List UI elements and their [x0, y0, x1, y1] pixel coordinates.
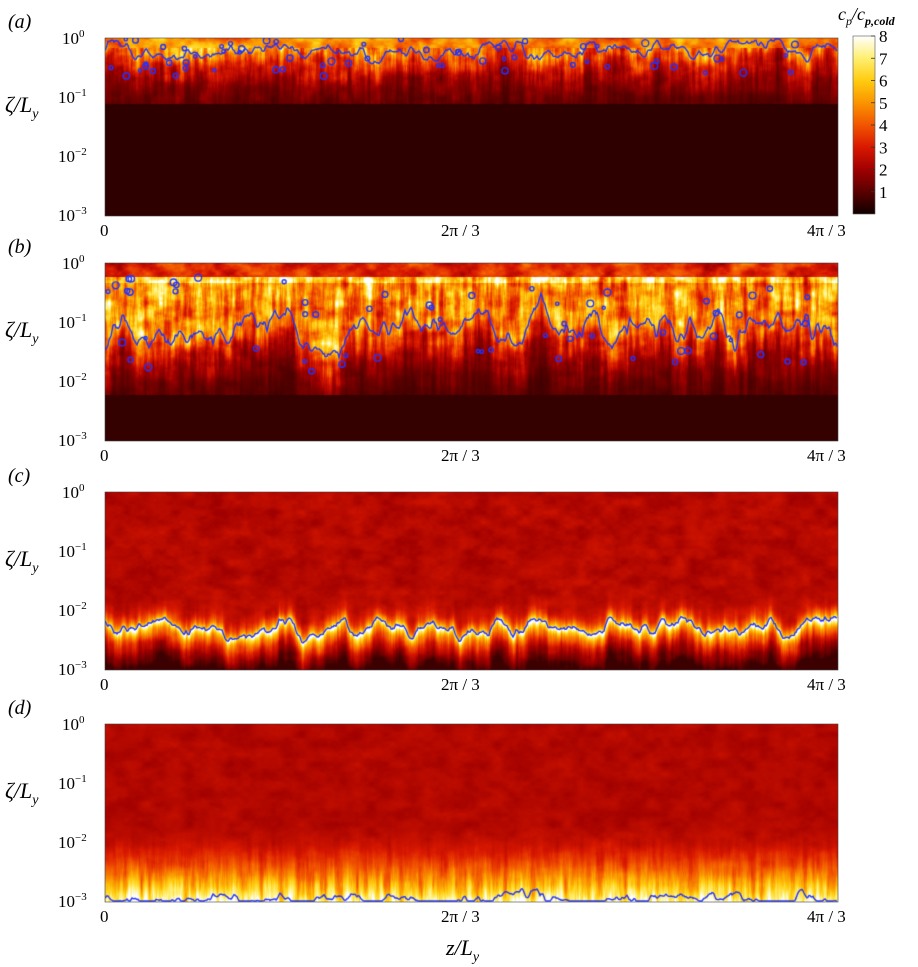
- xticks-d: 0 2π / 3 4π / 3: [100, 907, 846, 926]
- colorbar-tick-label: 6: [879, 72, 888, 91]
- panel-a: (a) ζ/Ly 100 10−1 10−2 10−3 0 2π / 3 4π …: [5, 11, 846, 240]
- xticks-a: 0 2π / 3 4π / 3: [100, 221, 846, 240]
- xtick-label: 0: [100, 446, 109, 465]
- colorbar-tick-label: 8: [879, 27, 888, 46]
- ytick-label: 10−1: [58, 541, 87, 561]
- colorbar: cp/cp,cold 1 2 3 4 5 6 7 8: [838, 4, 896, 215]
- ytick-label: 10−3: [58, 205, 87, 225]
- heatmap-d: [105, 724, 838, 902]
- ytick-label: 10−3: [58, 430, 87, 450]
- panel-label-d: (d): [8, 697, 32, 719]
- ylabel-d: ζ/Ly: [5, 778, 39, 808]
- panel-d: (d) ζ/Ly 100 10−1 10−2 10−3 0 2π / 3 4π …: [5, 697, 846, 965]
- xticks-b: 0 2π / 3 4π / 3: [100, 446, 846, 465]
- ylabel-c: ζ/Ly: [5, 546, 39, 576]
- ytick-label: 10−2: [58, 371, 87, 391]
- heatmap-a: [105, 38, 838, 216]
- ytick-label: 10−1: [58, 773, 87, 793]
- ytick-label: 10−2: [58, 146, 87, 166]
- xtick-label: 2π / 3: [441, 907, 480, 926]
- ytick-label: 100: [62, 28, 85, 48]
- yticks-a: 100 10−1 10−2 10−3: [58, 28, 87, 225]
- xtick-label: 4π / 3: [807, 221, 846, 240]
- ylabel-text-d: ζ/Ly: [5, 778, 39, 808]
- ytick-label: 10−2: [58, 600, 87, 620]
- plot-frame-b: [104, 262, 839, 442]
- panel-c: (c) ζ/Ly 100 10−1 10−2 10−3 0 2π / 3 4π …: [5, 465, 846, 694]
- ylabel-text-b: ζ/Ly: [5, 317, 39, 347]
- xtick-label: 4π / 3: [807, 907, 846, 926]
- yticks-d: 100 10−1 10−2 10−3: [58, 714, 87, 911]
- ytick-label: 100: [62, 714, 85, 734]
- ytick-label: 10−2: [58, 832, 87, 852]
- ylabel-b: ζ/Ly: [5, 317, 39, 347]
- ytick-label: 10−3: [58, 659, 87, 679]
- colorbar-tick-label: 1: [879, 183, 888, 202]
- xtick-label: 2π / 3: [441, 446, 480, 465]
- colorbar-tick-label: 7: [879, 49, 888, 68]
- xtick-label: 0: [100, 221, 109, 240]
- xticks-c: 0 2π / 3 4π / 3: [100, 675, 846, 694]
- xtick-label: 2π / 3: [441, 675, 480, 694]
- heatmap-b: [105, 263, 838, 441]
- panel-label-c: (c): [8, 465, 31, 487]
- xtick-label: 0: [100, 675, 109, 694]
- plot-frame-d: [104, 723, 839, 903]
- ytick-label: 10−1: [58, 87, 87, 107]
- ylabel-text-a: ζ/Ly: [5, 92, 39, 122]
- panel-b: (b) ζ/Ly 100 10−1 10−2 10−3 0 2π / 3 4π …: [5, 236, 846, 465]
- ylabel-text-c: ζ/Ly: [5, 546, 39, 576]
- ytick-label: 100: [62, 482, 85, 502]
- ytick-label: 100: [62, 253, 85, 273]
- colorbar-ticks: 1 2 3 4 5 6 7 8: [871, 27, 888, 202]
- colorbar-title: cp/cp,cold: [838, 4, 896, 28]
- plot-frame-a: [104, 37, 839, 217]
- heatmap-c: [105, 492, 838, 670]
- xtick-label: 4π / 3: [807, 675, 846, 694]
- xtick-label: 0: [100, 907, 109, 926]
- panel-label-a: (a): [8, 11, 32, 33]
- colorbar-tick-label: 3: [879, 138, 888, 157]
- ytick-label: 10−1: [58, 312, 87, 332]
- panel-label-b: (b): [8, 236, 32, 258]
- colorbar-tick-label: 4: [879, 116, 888, 135]
- xtick-label: 4π / 3: [807, 446, 846, 465]
- ytick-label: 10−3: [58, 891, 87, 911]
- yticks-c: 100 10−1 10−2 10−3: [58, 482, 87, 679]
- colorbar-tick-label: 2: [879, 161, 888, 180]
- colorbar-tick-label: 5: [879, 94, 888, 113]
- ylabel-a: ζ/Ly: [5, 92, 39, 122]
- x-axis-label: z/Ly: [445, 935, 480, 965]
- plot-frame-c: [104, 491, 839, 671]
- yticks-b: 100 10−1 10−2 10−3: [58, 253, 87, 450]
- xtick-label: 2π / 3: [441, 221, 480, 240]
